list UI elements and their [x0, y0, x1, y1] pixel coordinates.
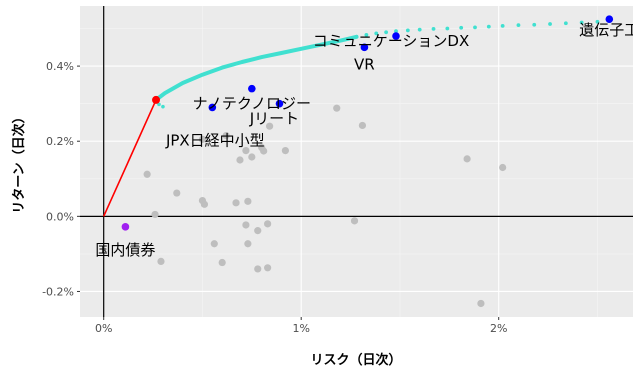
asset-point: [198, 135, 207, 143]
asset-label: ナノテクノロジー: [193, 95, 311, 113]
frontier-point: [364, 33, 369, 37]
frontier-point: [548, 22, 552, 26]
asset-label: Jリート: [249, 110, 299, 128]
points: [121, 15, 614, 308]
efficient-frontier: [154, 34, 359, 102]
asset-point: [232, 199, 240, 207]
frontier-point: [394, 29, 398, 34]
zero-axes: [80, 6, 633, 317]
asset-point: [242, 221, 250, 229]
labeled-asset-point: [208, 103, 217, 112]
frontier-point: [459, 25, 464, 30]
frontier-point: [384, 30, 389, 35]
asset-label: コミュニケーションDX: [313, 32, 470, 50]
frontier-point: [500, 24, 505, 28]
frontier-point: [445, 26, 450, 31]
x-tick-label: 1%: [292, 322, 309, 335]
y-tick-label: 0.0%: [46, 210, 74, 223]
asset-point: [222, 131, 230, 140]
asset-point: [254, 265, 262, 273]
asset-label: 国内債券: [95, 241, 155, 259]
tangency-point: [152, 95, 161, 104]
frontier-point: [516, 23, 521, 28]
asset-point: [477, 299, 485, 308]
asset-point: [210, 240, 218, 248]
asset-point: [260, 147, 268, 155]
labeled-asset-point: [360, 43, 369, 52]
frontier-point: [431, 27, 436, 31]
frontier-point: [473, 25, 477, 30]
labeled-asset-point: [392, 32, 400, 40]
asset-point: [333, 104, 341, 112]
asset-point: [248, 153, 256, 161]
asset-point: [264, 264, 272, 272]
asset-point: [244, 197, 252, 205]
asset-point: [143, 170, 151, 178]
asset-label: 遺伝子工: [579, 21, 633, 39]
asset-point: [266, 122, 274, 130]
asset-point: [244, 240, 252, 248]
frontier-point: [161, 104, 165, 109]
y-tick-label: -0.2%: [42, 285, 74, 298]
frontier-point: [563, 21, 568, 26]
asset-point: [157, 257, 165, 266]
asset-point: [350, 217, 359, 225]
labeled-asset-point: [275, 99, 284, 108]
asset-point: [463, 155, 471, 163]
asset-point: [264, 220, 272, 228]
asset-point: [218, 258, 226, 267]
frontier-point: [532, 22, 537, 27]
x-tick-label: 0%: [95, 322, 112, 335]
asset-label: JPX日経中小型: [165, 131, 265, 149]
frontier-point: [595, 19, 600, 24]
frontier-point: [417, 27, 422, 32]
tick-labels: 0% 1% 2% -0.2% 0.0% 0.2% 0.4%: [42, 60, 507, 335]
asset-point: [358, 121, 367, 130]
plot-panel: [80, 6, 633, 317]
asset-point: [200, 200, 209, 208]
y-tick-label: 0.4%: [46, 60, 74, 73]
asset-point: [281, 147, 289, 155]
asset-point: [254, 227, 262, 235]
y-tick-label: 0.2%: [46, 135, 74, 148]
frontier-point: [354, 34, 359, 39]
frontier-point: [486, 24, 491, 29]
x-tick-label: 2%: [490, 322, 507, 335]
frontier-point: [579, 20, 584, 25]
labeled-asset-point: [605, 15, 614, 23]
asset-point: [236, 156, 244, 164]
asset-point: [242, 147, 250, 155]
labeled-asset-point: [121, 223, 130, 231]
asset-point: [173, 189, 181, 197]
frontier-point: [405, 28, 410, 33]
asset-point: [151, 210, 159, 219]
asset-label: VR: [354, 55, 375, 73]
frontier-lines: [102, 19, 612, 217]
labeled-asset-point: [248, 84, 256, 93]
y-axis-title: リターン（日次）: [11, 110, 27, 213]
capital-market-line: [102, 99, 157, 217]
x-axis-title: リスク（日次）: [310, 352, 401, 368]
frontier-point: [374, 31, 379, 36]
frontier-point: [157, 102, 161, 107]
asset-point: [499, 163, 507, 172]
